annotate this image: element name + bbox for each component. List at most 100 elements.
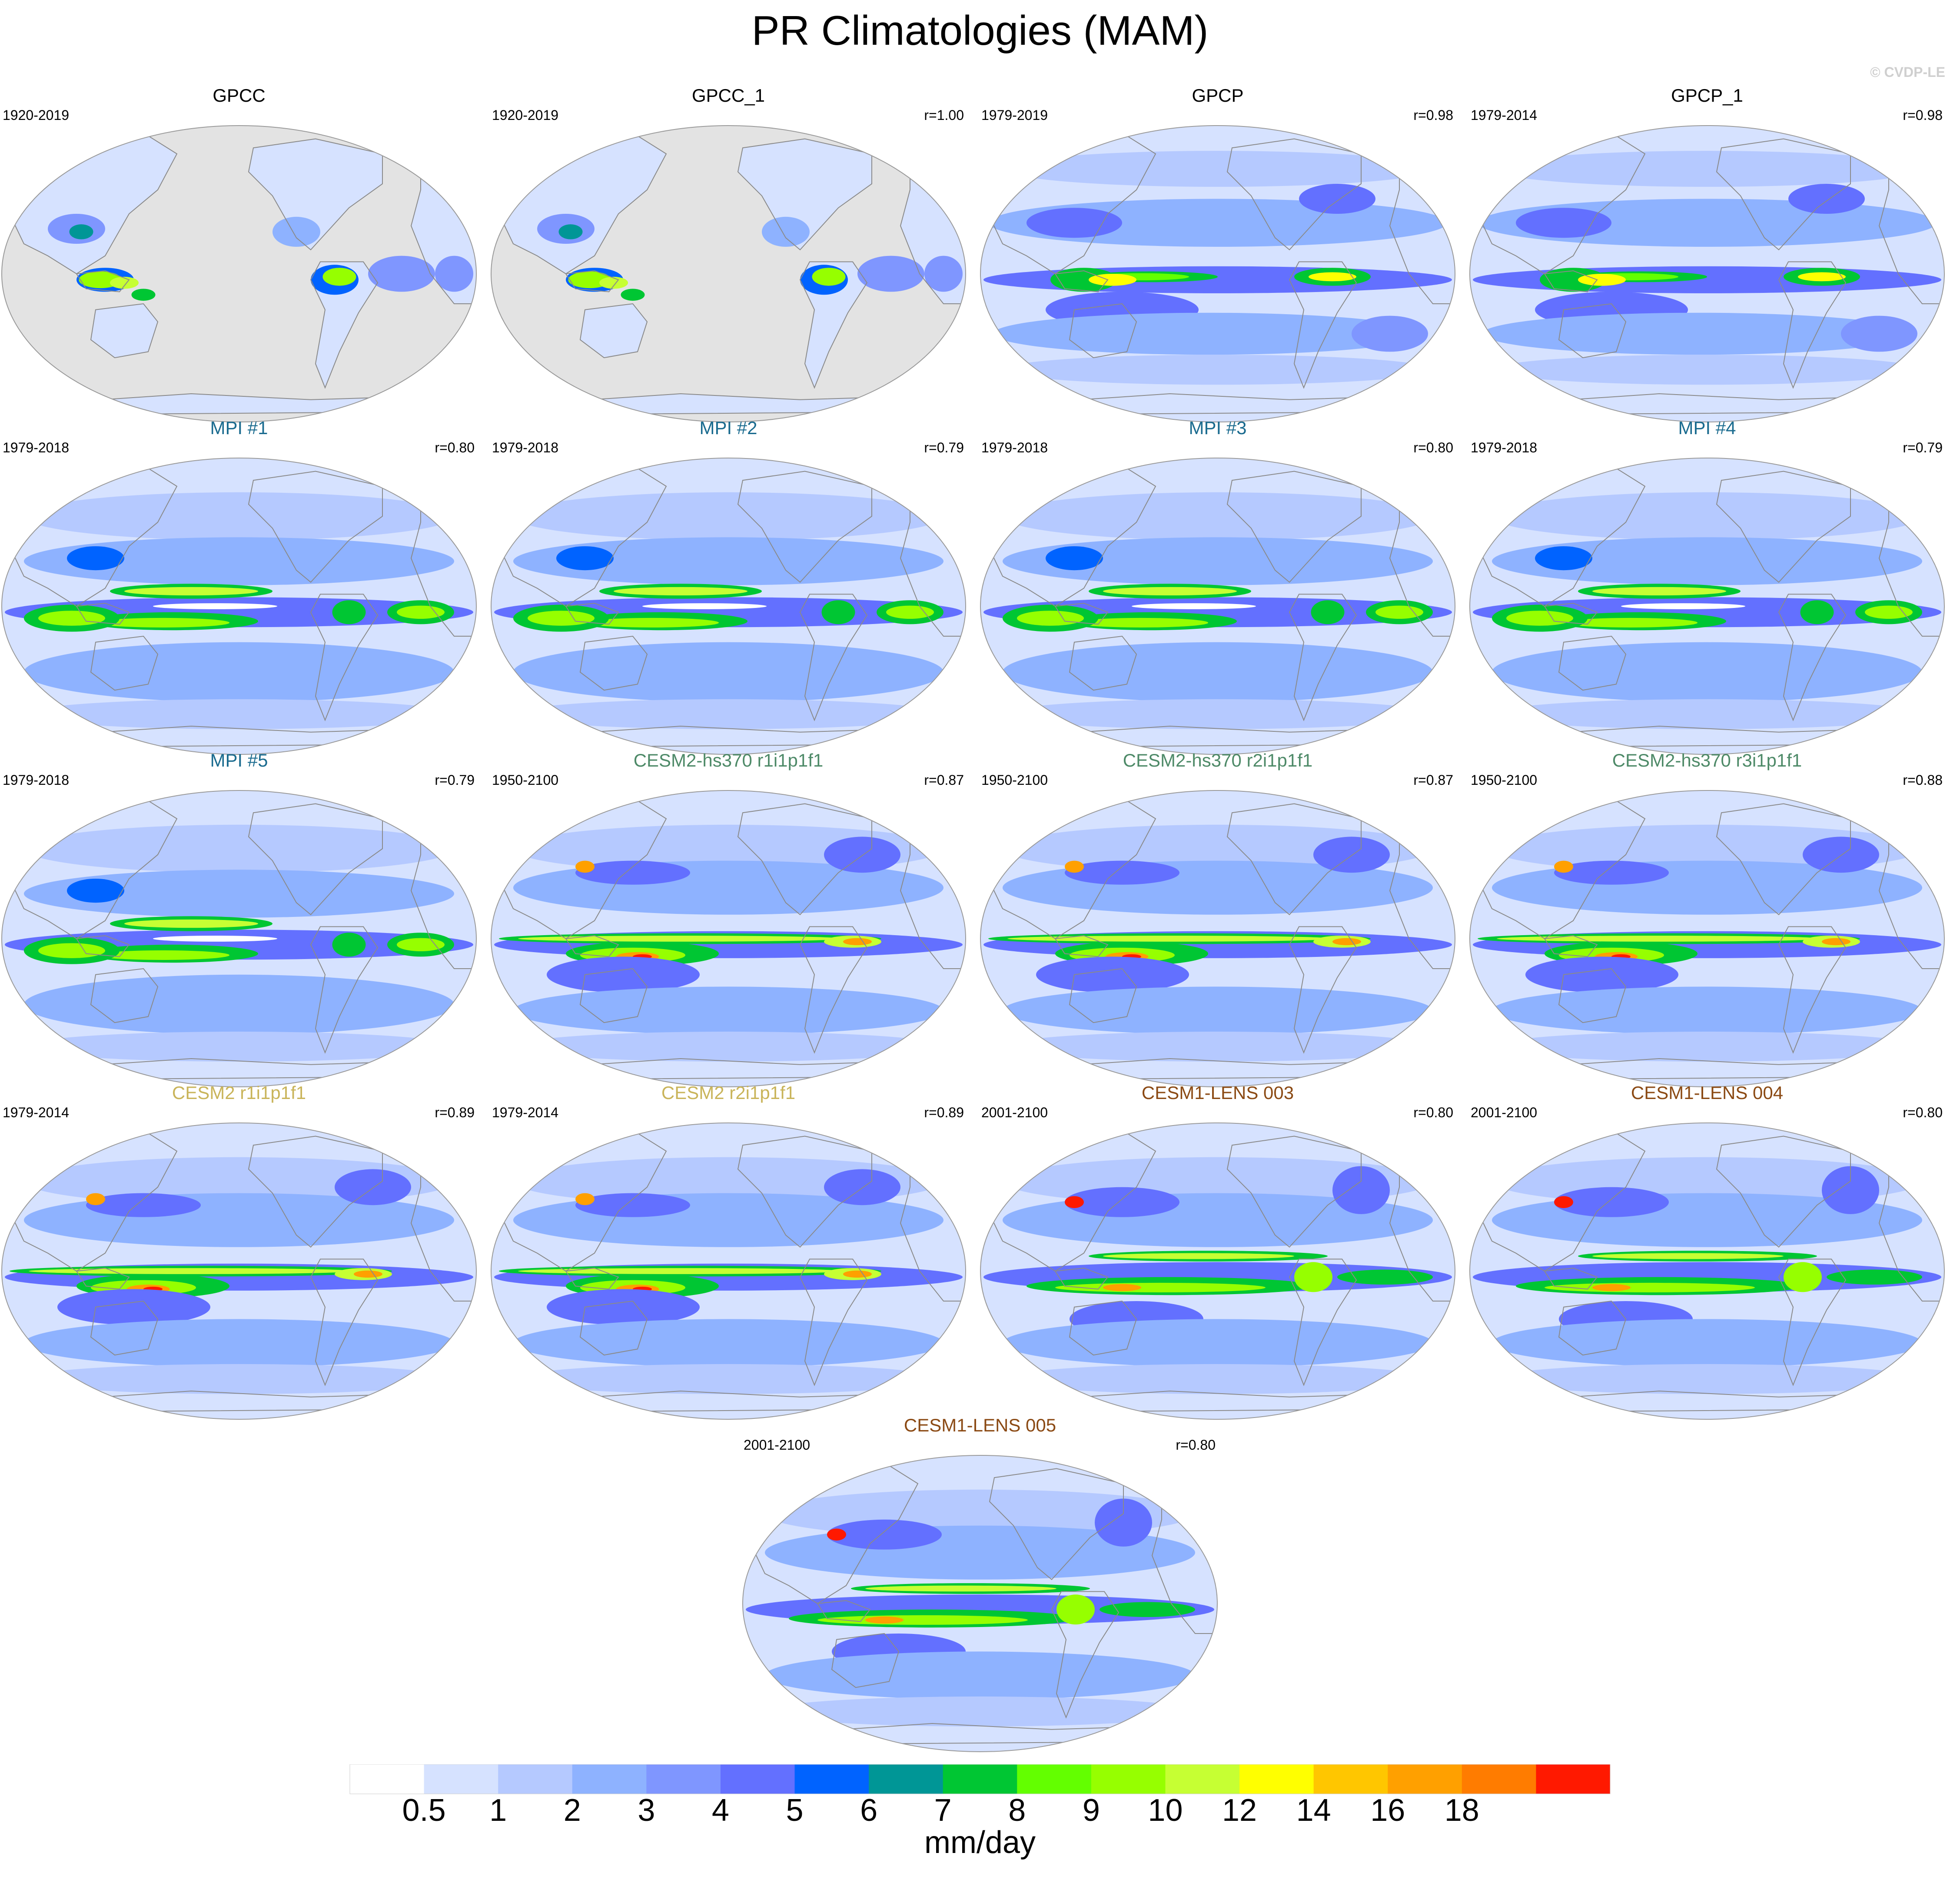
precip-contour bbox=[1865, 605, 1913, 619]
land-fill-australia bbox=[580, 304, 647, 358]
panel-period: 1950-2100 bbox=[1471, 772, 1538, 788]
colorbar-tick-label: 9 bbox=[1083, 1793, 1100, 1825]
precip-contour bbox=[1065, 1196, 1084, 1209]
panel-period: 1979-2019 bbox=[981, 107, 1048, 123]
colorbar-swatch bbox=[1462, 1764, 1536, 1794]
colorbar-tick-label: 7 bbox=[934, 1793, 952, 1825]
precip-map bbox=[742, 1455, 1218, 1752]
precip-contour bbox=[558, 224, 583, 239]
colorbar-swatch bbox=[424, 1764, 498, 1794]
map-border bbox=[742, 1455, 1218, 1752]
map-border bbox=[980, 1122, 1455, 1420]
precip-contour bbox=[1050, 268, 1117, 292]
precip-contour bbox=[556, 546, 614, 571]
coastline-australia bbox=[1558, 1300, 1627, 1356]
figure-title: PR Climatologies (MAM) bbox=[751, 7, 1209, 54]
coastline-maritime bbox=[565, 603, 619, 625]
precip-contour bbox=[1492, 642, 1922, 702]
panel-correlation: r=0.87 bbox=[1413, 772, 1453, 788]
panel-correlation: r=0.79 bbox=[435, 772, 475, 788]
coastline-n-america bbox=[248, 138, 383, 251]
panel-title: CESM1-LENS 005 bbox=[904, 1415, 1056, 1435]
precip-contour bbox=[1132, 603, 1256, 609]
precip-contour bbox=[86, 1193, 105, 1205]
precip-contour bbox=[1554, 1187, 1669, 1217]
precip-contour bbox=[435, 256, 473, 292]
precip-contour bbox=[621, 289, 645, 301]
precip-contour bbox=[24, 1319, 454, 1367]
map-border bbox=[1, 458, 477, 755]
precip-map bbox=[1469, 125, 1945, 422]
precip-contour bbox=[1827, 1269, 1922, 1285]
coastline-n-america bbox=[737, 803, 872, 916]
colorbar-tick-label: 18 bbox=[1445, 1793, 1479, 1825]
precip-contour bbox=[1027, 208, 1122, 238]
map-panel: MPI #1 1979-2018 r=0.80 bbox=[0, 417, 478, 755]
precip-contour bbox=[827, 1528, 846, 1541]
coastline-s-america bbox=[1289, 594, 1357, 721]
precip-contour bbox=[513, 986, 943, 1035]
precip-contour bbox=[812, 268, 846, 286]
panel-title: GPCC bbox=[213, 85, 266, 106]
land-fill-australia bbox=[91, 304, 158, 358]
precip-contour bbox=[528, 611, 595, 626]
coastline-maritime bbox=[76, 603, 130, 625]
precip-contour bbox=[993, 312, 1423, 355]
precip-contour bbox=[1492, 1319, 1922, 1367]
precip-contour bbox=[124, 587, 258, 596]
precip-contour bbox=[513, 1031, 943, 1062]
panel-period: 2001-2100 bbox=[744, 1437, 811, 1453]
colorbar-swatch bbox=[1536, 1764, 1611, 1794]
precip-contour bbox=[1003, 151, 1433, 187]
colorbar-frame bbox=[349, 1764, 1611, 1794]
precip-contour bbox=[762, 216, 810, 247]
coastline-australia bbox=[1558, 635, 1627, 691]
precip-map bbox=[491, 1122, 966, 1420]
colorbar-tick-label: 0.5 bbox=[402, 1793, 446, 1825]
colorbar-units: mm/day bbox=[924, 1825, 1036, 1860]
map-panel: MPI #2 1979-2018 r=0.79 bbox=[489, 417, 967, 755]
panel-correlation: r=0.80 bbox=[1413, 1105, 1453, 1120]
coastline-n-america bbox=[1716, 138, 1851, 251]
precip-contour bbox=[67, 546, 124, 571]
panel-correlation: r=0.80 bbox=[1176, 1437, 1216, 1453]
precip-contour bbox=[1798, 272, 1846, 282]
precip-contour bbox=[332, 600, 366, 624]
precip-contour bbox=[1352, 315, 1428, 352]
precip-contour bbox=[1545, 1282, 1755, 1292]
precip-contour bbox=[1788, 184, 1865, 214]
coastline-australia bbox=[90, 635, 159, 691]
coastline-s-america bbox=[310, 261, 379, 389]
panel-correlation: r=0.89 bbox=[924, 1105, 964, 1120]
panel-period: 1979-2018 bbox=[3, 440, 70, 455]
coastline-maritime bbox=[76, 935, 130, 957]
colorbar-swatch bbox=[1388, 1764, 1462, 1794]
colorbar-swatch bbox=[943, 1764, 1017, 1794]
precip-contour bbox=[575, 1193, 690, 1217]
coastline-s-america bbox=[799, 594, 868, 721]
precip-contour bbox=[1299, 184, 1375, 214]
precip-map bbox=[980, 1122, 1455, 1420]
coastline-maritime bbox=[817, 1600, 871, 1622]
panel-correlation: r=0.89 bbox=[435, 1105, 475, 1120]
colorbar-tick-label: 12 bbox=[1222, 1793, 1257, 1825]
precip-contour bbox=[1100, 1602, 1195, 1617]
map-border bbox=[980, 458, 1455, 755]
map-panel: CESM2-hs370 r3i1p1f1 1950-2100 r=0.88 bbox=[1468, 750, 1946, 1087]
coastline-maritime bbox=[1544, 270, 1598, 292]
coastline-n-america bbox=[1226, 803, 1362, 916]
precip-contour bbox=[110, 276, 139, 289]
precip-contour bbox=[1311, 600, 1345, 624]
precip-contour bbox=[1554, 1196, 1573, 1209]
precip-contour bbox=[575, 860, 690, 885]
colorbar-tick-label: 14 bbox=[1296, 1793, 1331, 1825]
map-border bbox=[980, 790, 1455, 1087]
coastline-s-america bbox=[1289, 926, 1357, 1054]
coastline-s-america bbox=[1778, 1258, 1847, 1386]
panel-period: 1920-2019 bbox=[492, 107, 559, 123]
precip-contour bbox=[1332, 1166, 1390, 1214]
map-panel: CESM2 r1i1p1f1 1979-2014 r=0.89 bbox=[0, 1082, 478, 1420]
precip-contour bbox=[24, 1031, 454, 1062]
map-panel: CESM1-LENS 003 2001-2100 r=0.80 bbox=[979, 1082, 1457, 1420]
precip-map bbox=[980, 125, 1455, 422]
